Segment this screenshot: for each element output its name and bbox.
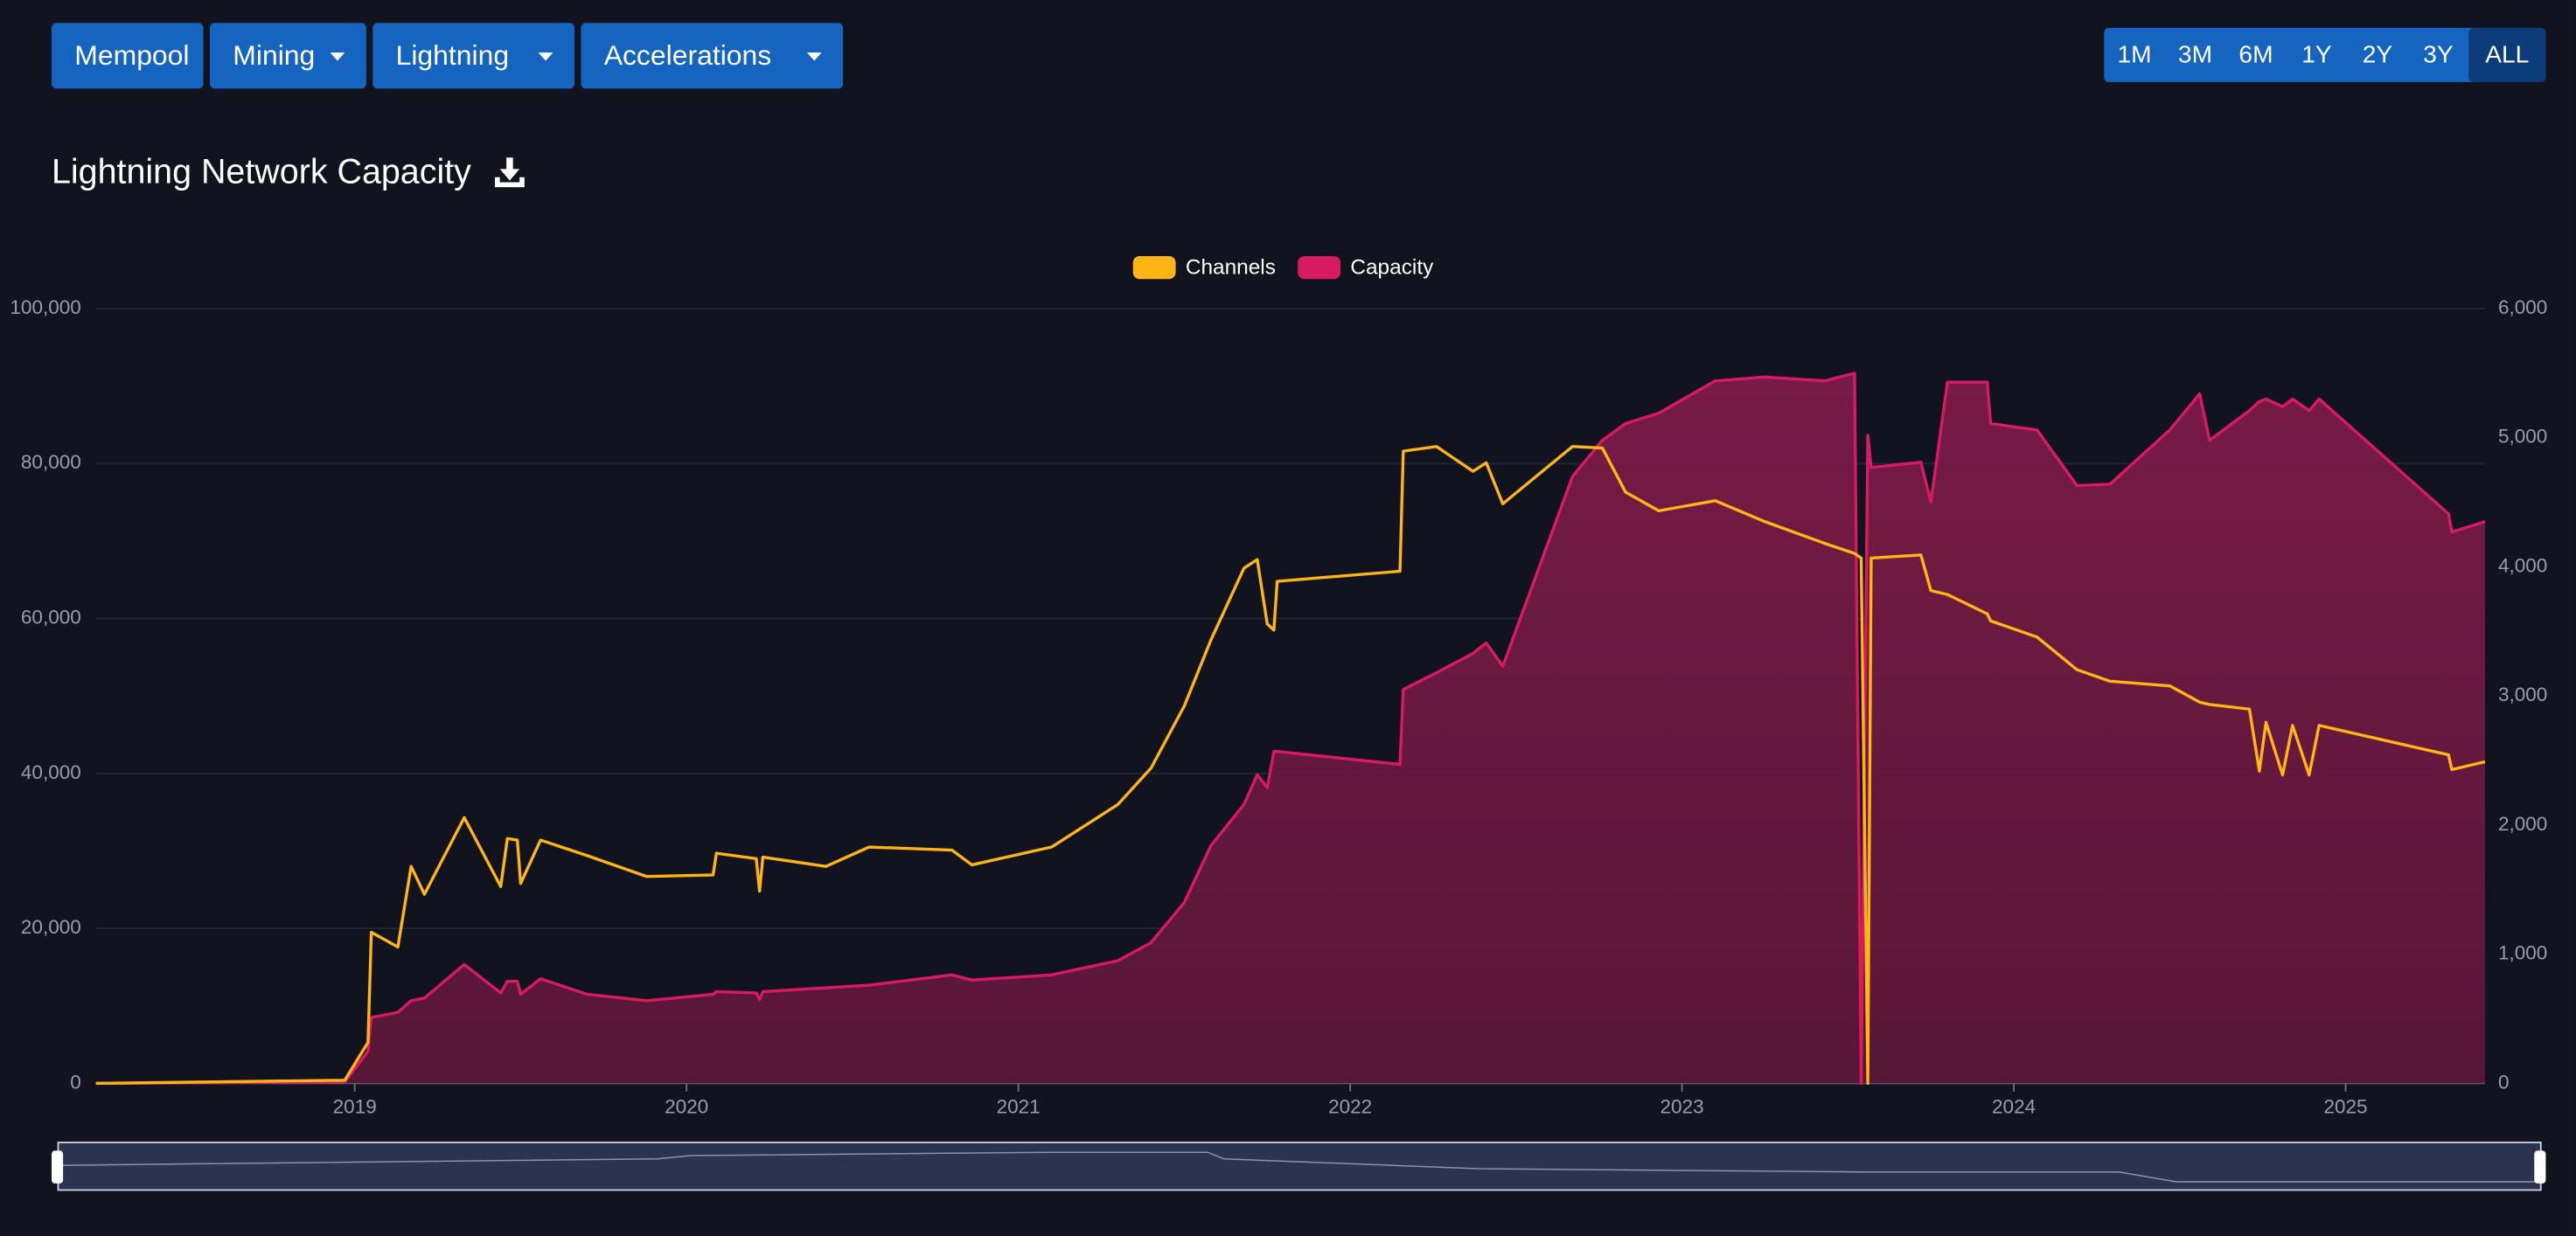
y-tick-label: 60,000: [21, 607, 81, 628]
period-label: 2Y: [2363, 40, 2393, 67]
button-label: Lightning: [396, 39, 510, 71]
x-tick-label: 2022: [1328, 1095, 1372, 1117]
zoom-handle[interactable]: [52, 1150, 64, 1184]
y-tick-label: 80,000: [21, 451, 81, 473]
button-bg: [581, 23, 844, 89]
y-tick-label: 20,000: [21, 916, 81, 938]
active-bg: [2468, 27, 2546, 82]
period-button[interactable]: 1M: [2117, 40, 2151, 67]
nav-button[interactable]: Lightning: [372, 23, 574, 89]
area: [95, 372, 2485, 1084]
legend-label: Channels: [1186, 255, 1276, 279]
caret: [806, 52, 822, 61]
button-bg: [210, 23, 366, 89]
x-tick-label: 2024: [1992, 1095, 2036, 1117]
zoom-track: [57, 1142, 2542, 1191]
y2-tick-label: 5,000: [2498, 426, 2547, 448]
y2-tick-label: 1,000: [2498, 942, 2547, 964]
legend-label: Capacity: [1350, 255, 1434, 279]
button-label: Mempool: [74, 39, 189, 71]
period-label: 6M: [2238, 40, 2273, 67]
period-label: 1Y: [2301, 40, 2332, 67]
period-button[interactable]: 6M: [2238, 40, 2273, 67]
caret: [330, 52, 345, 61]
period-button[interactable]: 3M: [2178, 40, 2212, 67]
button-label: Accelerations: [604, 39, 772, 71]
caret: [538, 52, 553, 61]
button-label: Mining: [233, 39, 315, 71]
y2-tick-label: 2,000: [2498, 813, 2547, 835]
zoom-preview: [59, 1151, 2539, 1183]
x-tick-label: 2023: [1660, 1095, 1704, 1117]
line: [95, 445, 2486, 1086]
data-zoom[interactable]: [52, 1142, 2546, 1191]
period-label: 1M: [2117, 40, 2151, 67]
period-button[interactable]: 3Y: [2423, 40, 2454, 67]
zoom-handle[interactable]: [2534, 1150, 2546, 1184]
y2-tick-label: 3,000: [2498, 684, 2547, 705]
x-tick-label: 2019: [333, 1095, 377, 1117]
y2-tick-label: 6,000: [2498, 296, 2547, 318]
period-label: 3Y: [2423, 40, 2454, 67]
nav-button[interactable]: Mining: [210, 23, 366, 89]
y-tick-label: 0: [70, 1071, 81, 1093]
y2-tick-label: 0: [2498, 1071, 2510, 1093]
y2-tick-label: 4,000: [2498, 554, 2547, 576]
button-bg: [52, 23, 204, 89]
y-tick-label: 40,000: [21, 761, 81, 783]
button-bg: [372, 23, 574, 89]
period-group-bg: [2104, 27, 2546, 82]
chart-title: Lightning Network Capacity: [52, 152, 471, 191]
legend-item[interactable]: Channels: [1132, 255, 1276, 280]
x-tick-label: 2020: [665, 1095, 708, 1117]
y-tick-label: 100,000: [10, 296, 80, 318]
x-tick-label: 2025: [2324, 1095, 2368, 1117]
period-button[interactable]: 1Y: [2301, 40, 2332, 67]
period-label: ALL: [2485, 40, 2529, 67]
period-button[interactable]: 2Y: [2363, 40, 2393, 67]
line: [95, 371, 2486, 1086]
legend-item[interactable]: Capacity: [1298, 255, 1434, 279]
period-button[interactable]: ALL: [2468, 27, 2546, 82]
period-label: 3M: [2178, 40, 2212, 67]
legend-swatch: [1298, 255, 1341, 280]
legend-swatch: [1132, 255, 1176, 280]
nav-button[interactable]: Mempool: [52, 23, 204, 89]
nav-button[interactable]: Accelerations: [581, 23, 844, 89]
download-icon[interactable]: [495, 157, 525, 188]
x-tick-label: 2021: [997, 1095, 1041, 1117]
